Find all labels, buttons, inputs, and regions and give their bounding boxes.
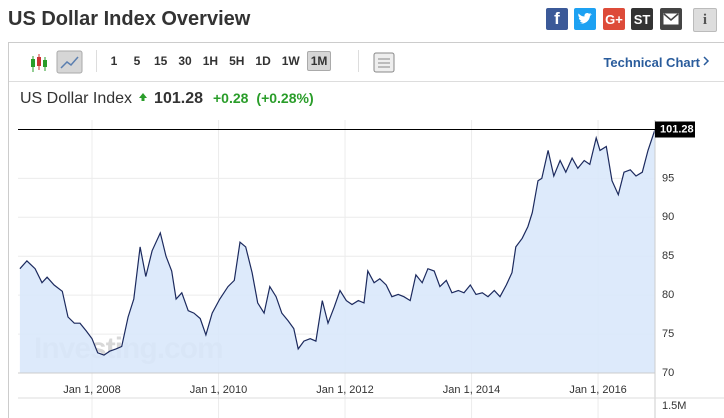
y-tick-label: 90: [662, 211, 674, 223]
x-tick-label: Jan 1, 2010: [190, 384, 248, 396]
twitter-icon: [578, 12, 592, 24]
y-tick-label: 80: [662, 289, 674, 301]
x-tick-label: Jan 1, 2014: [443, 384, 501, 396]
share-google[interactable]: G+: [603, 8, 625, 30]
toolbar: [9, 43, 724, 82]
mail-icon: [663, 13, 679, 25]
page-title: US Dollar Index Overview: [8, 8, 251, 30]
change: +0.28: [212, 90, 249, 106]
price-line: [19, 129, 656, 356]
x-tick-label: Jan 1, 2012: [316, 384, 374, 396]
area: [19, 129, 656, 373]
interval-button[interactable]: 15: [154, 54, 168, 68]
interval-button[interactable]: 1: [110, 54, 118, 68]
bird: [578, 12, 592, 24]
interval-list: 1 5 15 30 1H 5H 1D 1W 1M: [104, 51, 334, 71]
y-tick-label: 70: [662, 367, 674, 379]
up-arrow: [139, 93, 148, 101]
interval-button[interactable]: 5H: [229, 54, 245, 68]
y-tick-label: 95: [662, 172, 674, 184]
envelope: [663, 13, 679, 25]
quote-line: US Dollar Index 101.28 +0.28 (+0.28%): [20, 90, 314, 108]
interval-button[interactable]: 5: [133, 54, 141, 68]
price: 101.28: [154, 90, 203, 107]
arrow-shape: [139, 93, 148, 101]
x-tick-label: Jan 1, 2016: [569, 384, 627, 396]
share-stocktwits[interactable]: ST: [631, 8, 653, 30]
interval-button[interactable]: 1W: [281, 54, 300, 68]
change-percent: (+0.28%): [256, 90, 314, 106]
toolbar-separator: [96, 50, 97, 72]
volume-tick-label: 1.5M: [662, 400, 686, 412]
interval-button[interactable]: 1M: [306, 51, 332, 71]
x-tick-label: Jan 1, 2008: [63, 384, 121, 396]
y-tick-label: 85: [662, 250, 674, 262]
y-tick-label: 75: [662, 328, 674, 340]
technical-chart-link[interactable]: Technical Chart: [603, 55, 700, 70]
share-email[interactable]: [660, 8, 682, 30]
share-twitter[interactable]: [574, 8, 596, 30]
instrument-name: US Dollar Index: [20, 90, 133, 107]
interval-button[interactable]: 1D: [255, 54, 271, 68]
toolbar-separator: [358, 50, 359, 72]
envelope-flap: [663, 13, 679, 21]
interval-button[interactable]: 30: [178, 54, 192, 68]
chart-panel: [8, 42, 724, 418]
share-facebook[interactable]: f: [546, 8, 568, 30]
interval-button[interactable]: 1H: [202, 54, 219, 68]
last-price-label: 101.28: [660, 123, 694, 135]
info-button[interactable]: i: [693, 8, 717, 32]
last-price-box: [655, 121, 695, 138]
